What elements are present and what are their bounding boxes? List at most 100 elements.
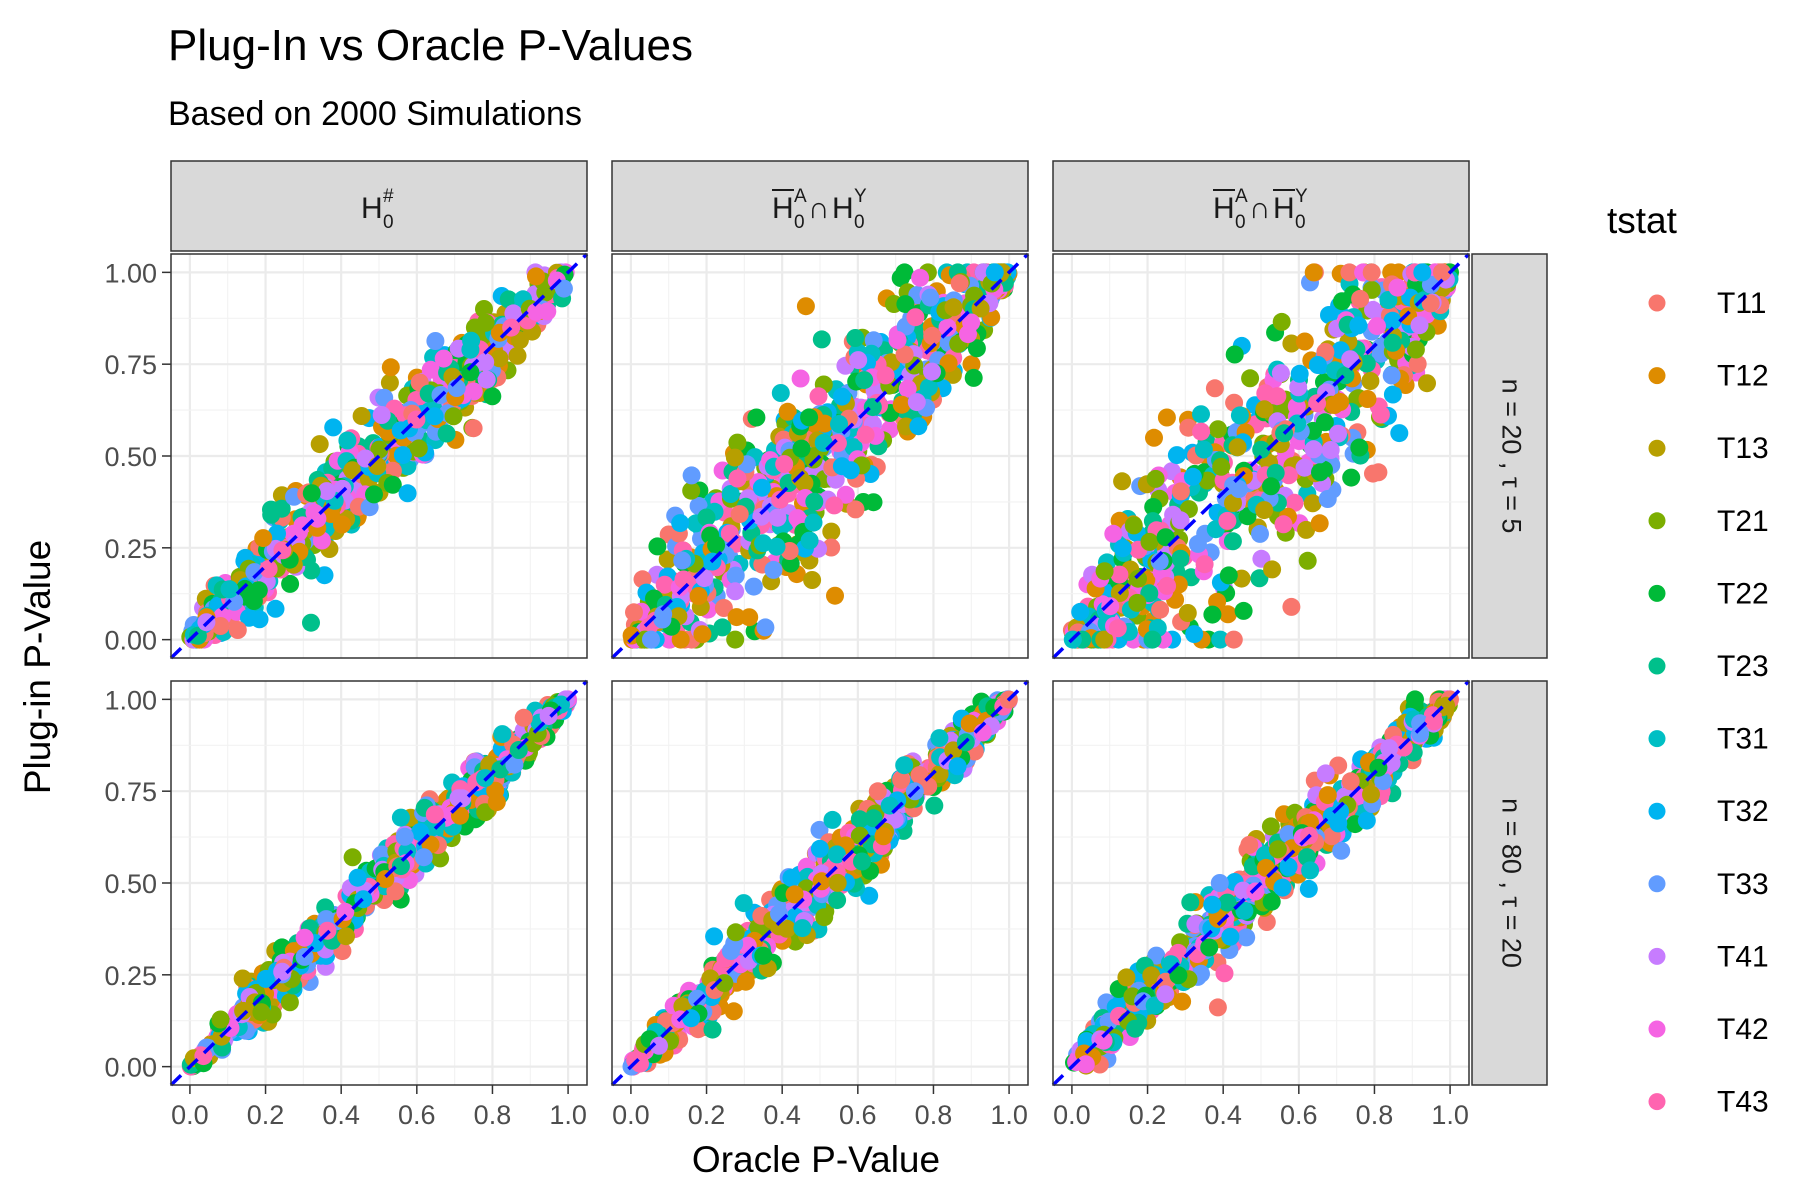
data-point <box>266 599 285 618</box>
legend-label: T12 <box>1717 360 1769 393</box>
data-point <box>444 407 463 426</box>
legend-key <box>1648 657 1666 675</box>
data-point <box>1215 964 1234 983</box>
data-point <box>1101 597 1120 616</box>
data-point <box>317 482 336 501</box>
identity-reference-line <box>1051 679 1471 1087</box>
data-point <box>1369 463 1388 482</box>
data-point <box>252 1003 271 1022</box>
x-tick-label: 0.2 <box>1129 1100 1167 1130</box>
data-point <box>631 1054 649 1073</box>
data-point <box>527 267 545 286</box>
data-point <box>1195 555 1214 574</box>
data-point <box>464 419 483 438</box>
data-point <box>273 962 292 981</box>
data-point <box>256 969 275 988</box>
data-point <box>730 505 749 524</box>
data-point <box>1252 440 1271 459</box>
data-point <box>1205 379 1224 398</box>
strip-label-superscript: # <box>383 186 394 207</box>
strip-label-superscript: Y <box>854 186 867 207</box>
legend-label: T31 <box>1717 723 1769 756</box>
data-point <box>434 349 453 368</box>
data-point <box>490 349 509 368</box>
data-point <box>254 529 273 548</box>
data-point <box>1228 438 1247 457</box>
data-point <box>431 849 450 868</box>
data-point <box>381 358 400 377</box>
data-point <box>778 402 797 421</box>
y-tick-label: 0.25 <box>104 961 157 991</box>
data-point <box>527 302 546 321</box>
strip-label-superscript: Y <box>1295 186 1308 207</box>
data-point <box>1225 345 1244 364</box>
data-point <box>1282 334 1301 353</box>
data-point <box>653 610 672 629</box>
legend-item: T23 <box>1648 650 1769 683</box>
data-point <box>1421 294 1440 313</box>
data-point <box>1218 605 1237 624</box>
data-point <box>308 509 327 528</box>
strip-background <box>170 160 588 252</box>
data-point <box>896 295 915 314</box>
data-point <box>642 630 660 649</box>
data-point <box>1095 562 1114 581</box>
data-point <box>822 538 841 557</box>
facet-panel: n = 80 , τ = 20 0.0 0.2 0.4 0.6 0.8 1.0 <box>1051 679 1548 1130</box>
data-point <box>1124 516 1143 535</box>
data-point <box>740 608 759 627</box>
data-point <box>244 592 263 610</box>
data-point <box>767 537 786 556</box>
data-point <box>1329 424 1347 443</box>
data-point <box>724 1002 743 1021</box>
data-point <box>726 582 745 601</box>
data-point <box>1171 549 1190 568</box>
data-point <box>1240 835 1259 854</box>
data-point <box>832 457 851 476</box>
strip-background <box>611 160 1029 252</box>
data-point <box>815 414 834 433</box>
data-point <box>771 490 790 509</box>
data-point <box>805 447 824 466</box>
data-point <box>1212 457 1231 476</box>
data-point <box>1171 482 1190 501</box>
data-point <box>268 524 286 543</box>
data-point <box>874 827 893 846</box>
data-point <box>655 575 674 594</box>
data-point <box>693 625 712 644</box>
data-point <box>1142 966 1161 985</box>
data-point <box>1230 406 1249 425</box>
data-point <box>1255 501 1274 520</box>
data-point <box>554 279 573 298</box>
data-point <box>728 469 747 488</box>
scatter-points <box>622 263 1018 649</box>
data-point <box>833 387 851 406</box>
data-point <box>734 894 753 913</box>
data-point <box>505 755 524 774</box>
data-point <box>476 803 495 822</box>
data-point <box>393 446 412 465</box>
data-point <box>962 355 981 374</box>
data-point <box>1129 569 1147 588</box>
data-point <box>810 839 829 858</box>
data-point <box>648 537 667 556</box>
data-point <box>343 848 362 867</box>
data-point <box>888 331 907 349</box>
data-point <box>462 331 481 350</box>
y-tick-label: 0.50 <box>104 442 157 472</box>
legend-item: T22 <box>1648 577 1769 610</box>
legend-key <box>1648 730 1666 748</box>
data-point <box>1140 532 1159 551</box>
data-point <box>725 448 744 467</box>
data-point <box>1192 422 1211 441</box>
data-point <box>1351 289 1370 308</box>
x-tick-label: 1.0 <box>990 1100 1028 1130</box>
data-point <box>846 500 865 519</box>
data-point <box>962 313 981 332</box>
legend-label: T41 <box>1717 940 1769 973</box>
data-point <box>508 346 527 365</box>
legend-label: T42 <box>1717 1013 1769 1046</box>
data-point <box>1432 263 1451 282</box>
data-point <box>1341 772 1360 791</box>
data-point <box>1203 895 1222 914</box>
